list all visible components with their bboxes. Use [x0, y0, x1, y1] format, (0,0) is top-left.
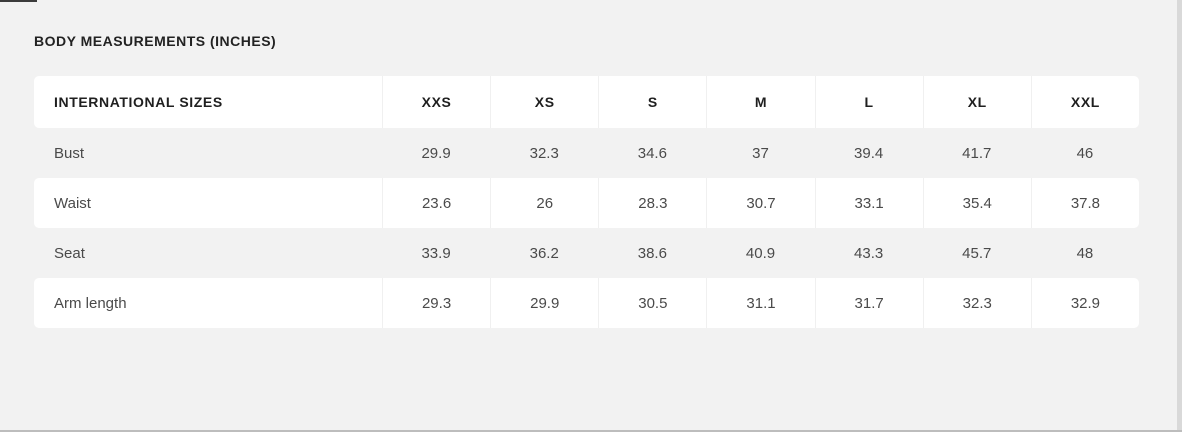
table-cell: 32.9	[1030, 278, 1139, 328]
window-bottom-border	[0, 430, 1182, 432]
table-cell: 28.3	[598, 178, 706, 228]
table-cell: 31.1	[706, 278, 814, 328]
row-label: Seat	[54, 244, 85, 262]
table-cell: 48	[1076, 244, 1094, 262]
section-title: BODY MEASUREMENTS (INCHES)	[34, 33, 277, 49]
table-cell: 23.6	[382, 178, 490, 228]
table-cell: 33.1	[814, 178, 923, 228]
column-header-l: L	[814, 76, 923, 128]
table-cell: 35.4	[922, 178, 1031, 228]
table-row-seat: Seat 33.9 36.2 38.6 40.9 43.3 45.7 48	[34, 228, 1139, 278]
table-cell: 41.7	[962, 144, 992, 162]
column-header-xs: XS	[490, 76, 598, 128]
column-header-m: M	[706, 76, 814, 128]
column-header-xxl: XXL	[1030, 76, 1139, 128]
table-cell: 32.3	[922, 278, 1031, 328]
row-label: Arm length	[54, 294, 127, 312]
table-cell: 29.3	[382, 278, 490, 328]
table-cell: 39.4	[854, 144, 884, 162]
row-label: Waist	[54, 194, 91, 212]
table-cell: 32.3	[529, 144, 559, 162]
table-row-waist: Waist 23.6 26 28.3 30.7 33.1 35.4 37.8	[34, 178, 1139, 228]
table-cell: 40.9	[745, 244, 776, 262]
table-header-row: INTERNATIONAL SIZES XXS XS S M L XL XXL	[34, 76, 1139, 128]
row-label: Bust	[54, 144, 85, 162]
table-cell: 45.7	[962, 244, 992, 262]
table-cell: 30.7	[706, 178, 814, 228]
table-cell: 33.9	[421, 244, 451, 262]
table-cell: 34.6	[637, 144, 667, 162]
table-cell: 37	[752, 144, 769, 162]
table-cell: 26	[490, 178, 598, 228]
column-header-xl: XL	[922, 76, 1031, 128]
table-row-arm-length: Arm length 29.3 29.9 30.5 31.1 31.7 32.3…	[34, 278, 1139, 328]
body-measurements-table: INTERNATIONAL SIZES XXS XS S M L XL XXL …	[34, 76, 1139, 328]
table-cell: 38.6	[637, 244, 667, 262]
column-header-xxs: XXS	[382, 76, 490, 128]
scrollbar-track[interactable]	[1177, 0, 1182, 432]
column-header-international-sizes: INTERNATIONAL SIZES	[54, 94, 223, 110]
table-cell: 43.3	[854, 244, 884, 262]
top-left-accent-line	[0, 0, 37, 2]
table-row-bust: Bust 29.9 32.3 34.6 37 39.4 41.7 46	[34, 128, 1139, 178]
column-header-s: S	[598, 76, 706, 128]
table-cell: 36.2	[529, 244, 559, 262]
table-cell: 29.9	[421, 144, 451, 162]
table-cell: 37.8	[1030, 178, 1139, 228]
table-cell: 31.7	[814, 278, 923, 328]
table-cell: 46	[1076, 144, 1094, 162]
table-cell: 30.5	[598, 278, 706, 328]
table-cell: 29.9	[490, 278, 598, 328]
